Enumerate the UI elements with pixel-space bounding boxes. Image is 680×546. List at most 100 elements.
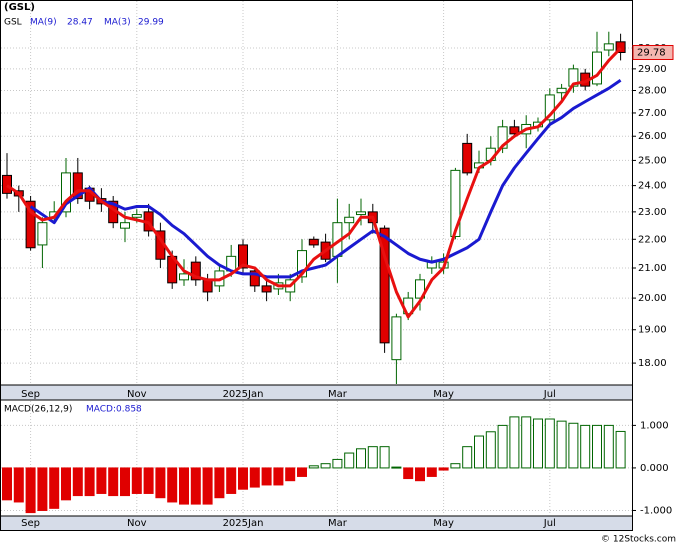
legend-value: 29.99 <box>138 18 164 28</box>
macd-bar <box>603 424 614 469</box>
macd-bar <box>497 424 508 469</box>
macd-title: MACD(26,12,9) <box>4 405 72 415</box>
candle-body <box>462 142 473 174</box>
macd-bar <box>320 463 331 469</box>
macd-bar <box>61 467 71 501</box>
candle-body <box>344 216 355 224</box>
last-value-label: 29.78 <box>637 47 666 58</box>
candle-body <box>61 172 71 213</box>
footer: © 12Stocks.com <box>601 535 676 545</box>
macd-bar <box>308 465 319 469</box>
x-tick-label: Sep <box>21 389 40 400</box>
candle-body <box>592 51 602 85</box>
macd-bar <box>297 467 307 477</box>
x-tick-label: Mar <box>328 389 348 400</box>
y-tick-label: -1.000 <box>640 505 672 516</box>
macd-bar <box>485 431 496 469</box>
candle-body <box>179 273 189 281</box>
candle-body <box>297 250 307 278</box>
macd-bar <box>474 435 484 469</box>
macd-bar <box>462 446 473 469</box>
macd-bar <box>202 467 213 505</box>
frame <box>0 0 633 531</box>
candle-body <box>603 43 614 51</box>
date-strip <box>0 516 633 531</box>
candle-body <box>37 222 48 246</box>
ma-line <box>29 79 622 279</box>
candle-body <box>261 285 272 293</box>
candle-body <box>190 261 201 281</box>
x-tick-label: May <box>433 389 454 400</box>
macd-bar <box>344 452 355 469</box>
macd-label: MACD: <box>86 405 116 415</box>
macd-bar <box>273 467 284 486</box>
candle-body <box>308 238 319 246</box>
candle-body <box>131 214 142 218</box>
x-tick-label: 2025Jan <box>223 518 264 529</box>
x-tick-label: May <box>433 518 454 529</box>
candle-body <box>2 174 12 194</box>
macd-bar <box>379 446 390 469</box>
y-tick-label: 21.00 <box>638 263 667 274</box>
macd-bar <box>592 424 602 469</box>
candle-body <box>391 316 402 361</box>
candle-body <box>356 211 366 216</box>
y-tick-label: 25.00 <box>638 155 667 166</box>
macd-bar <box>521 416 532 469</box>
candle-body <box>25 200 36 249</box>
x-tick-label: Mar <box>328 518 348 529</box>
macd-bar <box>568 422 579 469</box>
macd-value: 0.858 <box>116 405 142 415</box>
macd-bar <box>72 467 83 497</box>
y-tick-label: 24.00 <box>638 181 667 192</box>
macd-bar <box>238 467 248 490</box>
y-tick-label: 23.00 <box>638 207 667 218</box>
macd-bar <box>84 467 95 497</box>
macd-bar <box>179 467 189 505</box>
macd-bar <box>143 467 154 494</box>
macd-bar <box>580 424 591 469</box>
legend-ticker: GSL <box>4 18 22 28</box>
candle-body <box>450 169 461 237</box>
macd-bar <box>438 467 449 471</box>
candle-body <box>615 41 626 53</box>
x-tick-label: Jul <box>543 389 556 400</box>
macd-bar <box>533 418 543 469</box>
macd-bar <box>450 463 461 469</box>
candle-body <box>249 270 260 287</box>
x-tick-label: Nov <box>127 389 147 400</box>
macd-bar <box>190 467 201 505</box>
candle-body <box>509 126 520 135</box>
macd-bar <box>2 467 12 501</box>
x-tick-label: 2025Jan <box>223 389 264 400</box>
macd-bar <box>356 448 366 469</box>
y-tick-label: 19.00 <box>638 325 667 336</box>
macd-bar <box>367 446 378 469</box>
last-value-box <box>632 44 674 60</box>
macd-bar <box>415 467 425 482</box>
candle-body <box>379 227 390 344</box>
y-tick-label: 1.000 <box>640 420 669 431</box>
y-tick-label: 22.00 <box>638 234 667 245</box>
macd-bar <box>167 467 178 503</box>
date-strip <box>0 385 633 400</box>
macd-bar <box>120 467 130 497</box>
x-tick-label: Nov <box>127 518 147 529</box>
y-tick-label: 0.000 <box>640 463 669 474</box>
y-tick-label: 27.00 <box>638 108 667 119</box>
macd-bar <box>544 418 555 469</box>
macd-bar <box>509 416 520 469</box>
candle-body <box>544 94 555 121</box>
x-tick-label: Jul <box>543 518 556 529</box>
macd-bar <box>332 458 343 469</box>
candle-body <box>556 87 567 94</box>
macd-bar <box>96 467 107 494</box>
y-tick-label: 18.00 <box>638 358 667 369</box>
marks <box>2 31 626 514</box>
candle-body <box>202 279 213 293</box>
macd-bar <box>556 420 567 469</box>
ma-line <box>6 47 622 319</box>
macd-bar <box>131 467 142 494</box>
x-tick-label: Sep <box>21 518 40 529</box>
macd-bar <box>49 467 60 509</box>
